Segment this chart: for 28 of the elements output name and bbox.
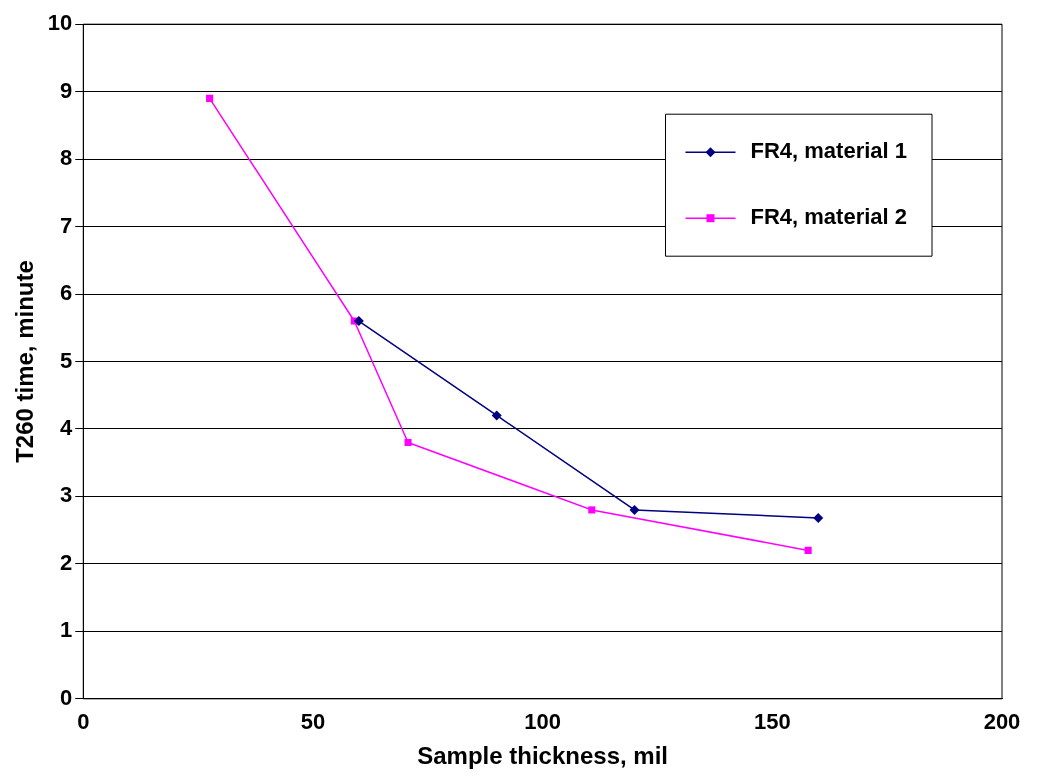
y-tick-label: 5 xyxy=(60,347,73,373)
y-tick-label: 7 xyxy=(60,212,73,238)
point xyxy=(804,546,812,554)
y-tick-label: 9 xyxy=(60,77,73,103)
y-axis-title: T260 time, minute xyxy=(11,260,39,463)
x-tick-label: 100 xyxy=(524,709,561,735)
x-tick-label: 200 xyxy=(983,709,1021,735)
x-tick-label: 150 xyxy=(753,709,791,735)
y-tick-label: 6 xyxy=(60,280,73,306)
y-tick-label: 0 xyxy=(60,684,73,710)
y-tick-label: 8 xyxy=(60,145,73,171)
point xyxy=(353,316,364,327)
point xyxy=(206,94,214,102)
x-tick-label: 0 xyxy=(77,709,90,735)
legend-label: FR4, material 2 xyxy=(750,204,907,230)
point xyxy=(629,504,640,515)
point xyxy=(404,438,412,446)
y-tick-label: 10 xyxy=(47,10,73,36)
y-tick-label: 2 xyxy=(60,549,73,575)
x-axis-title: Sample thickness, mil xyxy=(417,742,669,770)
legend-label: FR4, material 1 xyxy=(750,138,907,164)
y-tick-label: 3 xyxy=(60,482,73,508)
point xyxy=(491,410,502,421)
point xyxy=(813,513,824,524)
x-tick-label: 50 xyxy=(300,709,326,735)
y-tick-label: 4 xyxy=(60,415,74,441)
y-tick-label: 1 xyxy=(60,617,73,643)
point xyxy=(588,506,596,514)
